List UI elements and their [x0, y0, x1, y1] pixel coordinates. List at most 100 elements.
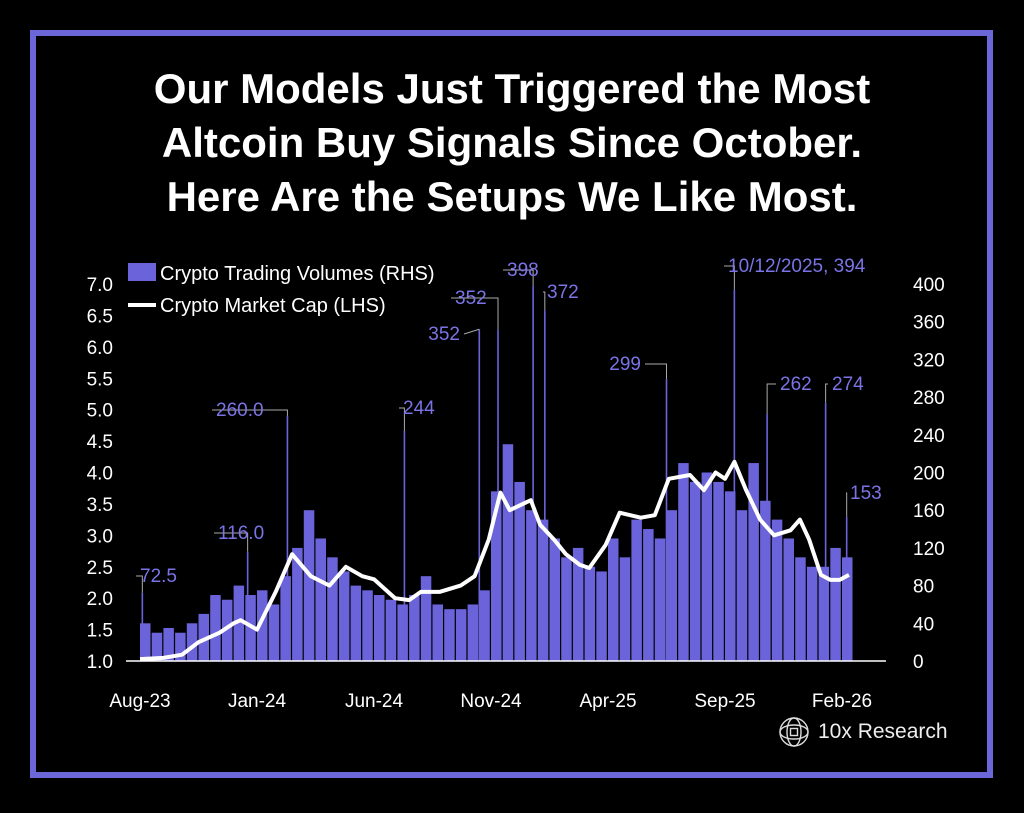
volume-bar — [409, 595, 420, 661]
volume-bar — [502, 444, 514, 661]
volume-bar — [268, 604, 280, 661]
x-tick-label: Aug-23 — [109, 691, 170, 712]
left-tick-label: 5.0 — [87, 401, 113, 422]
volume-bar — [221, 599, 233, 661]
volume-bar — [631, 519, 642, 661]
annotation-label: 116.0 — [218, 523, 264, 544]
left-tick-label: 1.0 — [87, 652, 113, 673]
left-tick-label: 4.5 — [87, 432, 113, 453]
right-tick-label: 320 — [913, 350, 945, 371]
headline: Our Models Just Triggered the Most Altco… — [0, 62, 1024, 224]
volume-bar — [795, 557, 806, 661]
volume-bar — [619, 557, 631, 661]
volume-bar — [654, 538, 666, 661]
annotation-label: 260.0 — [216, 400, 264, 421]
volume-bar — [257, 590, 268, 661]
annotation-leader — [212, 409, 288, 416]
annotation-label: 274 — [832, 374, 864, 395]
x-tick-label: Apr-25 — [579, 691, 636, 712]
annotation-leader — [766, 383, 776, 415]
volume-bar — [385, 599, 397, 661]
volume-bar — [748, 463, 759, 661]
right-tick-label: 160 — [913, 501, 945, 522]
volume-bar — [315, 538, 326, 661]
volume-bar — [713, 481, 724, 661]
annotation-label: 398 — [507, 260, 539, 281]
headline-line-1: Our Models Just Triggered the Most — [153, 65, 871, 112]
x-axis: Aug-23 Jan-24 Jun-24 Nov-24 Apr-25 Sep-25 Feb-… — [109, 691, 872, 712]
annotation-label: 244 — [403, 398, 435, 419]
volume-bar — [608, 538, 619, 661]
right-tick-label: 80 — [913, 577, 934, 598]
volume-bar — [806, 566, 818, 661]
volume-bar — [350, 585, 362, 661]
annotation-label: 352 — [455, 288, 487, 309]
volume-bar — [210, 595, 221, 661]
volume-bar — [479, 590, 490, 661]
border-frame — [30, 30, 993, 778]
volume-bar — [514, 481, 525, 661]
left-tick-label: 2.0 — [87, 589, 113, 610]
annotation-label: 153 — [850, 483, 882, 504]
volume-bar — [584, 566, 596, 661]
annotation-leader — [825, 383, 828, 403]
volume-bar — [725, 491, 736, 661]
left-tick-label: 4.0 — [87, 464, 113, 485]
logo-icon — [779, 717, 809, 747]
left-axis: 1.0 1.5 2.0 2.5 3.0 3.5 4.0 4.5 5.0 5.5 6.0 6.5 7.0 — [87, 275, 113, 673]
x-tick-label: Jan-24 — [228, 691, 287, 712]
volume-bar — [783, 538, 794, 661]
left-tick-label: 1.5 — [87, 621, 113, 642]
headline-line-3: Here Are the Setups We Like Most. — [166, 173, 858, 220]
volume-bar — [292, 547, 303, 661]
right-tick-label: 120 — [913, 539, 945, 560]
legend-swatch-volumes — [128, 263, 156, 281]
volume-bar — [689, 481, 701, 661]
x-tick-label: Nov-24 — [460, 691, 522, 712]
annotation-label: 372 — [547, 282, 579, 303]
left-tick-label: 2.5 — [87, 558, 113, 579]
legend-label-volumes: Crypto Trading Volumes (RHS) — [160, 263, 435, 285]
volume-bar — [303, 510, 315, 661]
left-tick-label: 5.5 — [87, 369, 113, 390]
volume-bar — [198, 613, 209, 661]
volume-bar — [444, 609, 455, 661]
right-tick-label: 280 — [913, 388, 945, 409]
annotation-leader — [136, 575, 143, 593]
annotation-label: 299 — [609, 354, 641, 375]
right-tick-label: 240 — [913, 426, 945, 447]
annotations: 72.5 116.0 260.0 244 352 352 398 372 299 10/12/20… — [136, 256, 882, 661]
volume-bar — [186, 623, 198, 661]
volume-bar — [666, 510, 677, 661]
annotation-leader — [645, 363, 667, 380]
x-tick-label: Jun-24 — [345, 691, 404, 712]
volume-bar — [140, 623, 151, 661]
volume-bar — [163, 628, 174, 661]
annotation-leader — [399, 407, 405, 432]
left-tick-label: 6.5 — [87, 306, 113, 327]
left-tick-label: 7.0 — [87, 275, 113, 296]
volume-bar — [175, 632, 186, 661]
legend: Crypto Trading Volumes (RHS) Crypto Mark… — [128, 263, 435, 317]
volume-bar — [432, 604, 443, 661]
volume-bar — [362, 590, 373, 661]
right-tick-label: 400 — [913, 275, 945, 296]
legend-label-market-cap: Crypto Market Cap (LHS) — [160, 295, 386, 317]
brand-logo: 10x Research — [778, 716, 948, 748]
volume-bar — [771, 519, 783, 661]
right-tick-label: 360 — [913, 313, 945, 334]
volume-bar — [420, 576, 432, 661]
volume-bar — [818, 566, 830, 661]
annotation-leader — [503, 269, 534, 286]
annotation-leader — [463, 328, 480, 335]
volume-bar — [736, 510, 748, 661]
right-tick-label: 0 — [913, 652, 924, 673]
volume-bar — [760, 500, 771, 661]
volume-bar — [280, 576, 291, 661]
volume-bar — [596, 571, 607, 661]
x-tick-label: Feb-26 — [812, 691, 872, 712]
volume-bar — [643, 529, 654, 661]
left-tick-label: 3.0 — [87, 526, 113, 547]
volume-bar — [327, 557, 338, 661]
